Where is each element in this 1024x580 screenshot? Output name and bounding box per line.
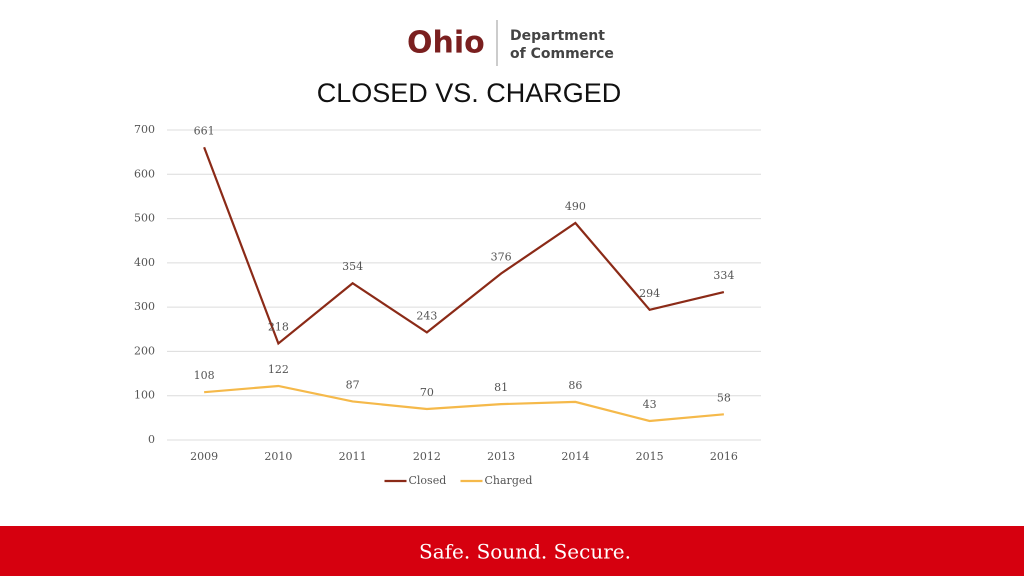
- chart-title: CLOSED VS. CHARGED: [317, 78, 622, 108]
- data-label: 243: [416, 309, 437, 322]
- y-tick-label: 700: [134, 123, 155, 136]
- y-tick-label: 300: [134, 300, 155, 313]
- data-label: 661: [194, 124, 215, 137]
- data-label: 43: [643, 398, 657, 411]
- y-tick-label: 100: [134, 389, 155, 402]
- x-tick-label: 2010: [264, 450, 292, 463]
- data-label: 354: [342, 260, 363, 273]
- series-line: [203, 146, 725, 346]
- data-label: 218: [268, 320, 289, 333]
- series-line: [204, 384, 724, 423]
- data-label: 58: [717, 391, 731, 404]
- x-tick-label: 2015: [636, 450, 664, 463]
- y-tick-label: 200: [134, 344, 155, 357]
- data-label: 376: [491, 250, 512, 263]
- data-label: 86: [568, 379, 582, 392]
- data-label: 81: [494, 381, 508, 394]
- y-tick-label: 400: [134, 256, 155, 269]
- y-tick-label: 600: [134, 167, 155, 180]
- y-tick-label: 500: [134, 212, 155, 225]
- x-tick-label: 2014: [561, 450, 589, 463]
- data-label: 108: [194, 369, 215, 382]
- data-label: 490: [565, 200, 586, 213]
- department-line2: of Commerce: [510, 46, 614, 62]
- data-label: 87: [346, 378, 360, 391]
- x-tick-label: 2013: [487, 450, 515, 463]
- logo: Ohio: [407, 26, 485, 61]
- footer-band: [0, 526, 1024, 576]
- data-label: 70: [420, 386, 434, 399]
- legend-label: Charged: [485, 474, 533, 487]
- data-label: 334: [713, 269, 734, 282]
- x-tick-label: 2012: [413, 450, 441, 463]
- department-line1: Department: [510, 28, 605, 44]
- data-label: 294: [639, 287, 660, 300]
- footer-tagline: Safe. Sound. Secure.: [419, 540, 631, 564]
- x-tick-label: 2009: [190, 450, 218, 463]
- legend-label: Closed: [409, 474, 447, 487]
- data-label: 122: [268, 363, 289, 376]
- x-tick-label: 2011: [339, 450, 367, 463]
- x-tick-label: 2016: [710, 450, 738, 463]
- y-tick-label: 0: [148, 433, 155, 446]
